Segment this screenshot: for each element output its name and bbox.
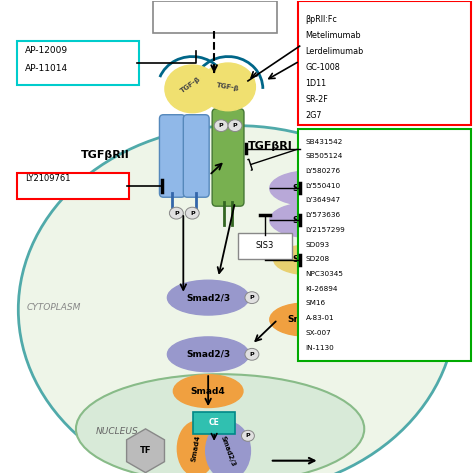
Ellipse shape: [245, 292, 259, 303]
Ellipse shape: [201, 63, 255, 111]
FancyBboxPatch shape: [298, 128, 471, 361]
Text: CE: CE: [209, 419, 219, 428]
Text: AP-11014: AP-11014: [25, 64, 68, 73]
Text: A-83-01: A-83-01: [306, 315, 334, 321]
Text: SB431542: SB431542: [306, 138, 343, 145]
Text: SIS3: SIS3: [255, 241, 274, 250]
Text: P: P: [174, 210, 179, 216]
Text: Smad2/3: Smad2/3: [219, 435, 237, 467]
Text: P: P: [250, 295, 254, 300]
Ellipse shape: [167, 337, 249, 372]
Ellipse shape: [18, 126, 456, 474]
Text: LY2109761: LY2109761: [25, 174, 71, 183]
Text: LY580276: LY580276: [306, 168, 341, 174]
FancyBboxPatch shape: [159, 115, 185, 197]
Ellipse shape: [76, 374, 364, 474]
Ellipse shape: [270, 171, 349, 206]
Text: Smad7: Smad7: [292, 255, 327, 264]
Ellipse shape: [241, 430, 255, 441]
Text: LY573636: LY573636: [306, 212, 341, 218]
Text: P: P: [190, 210, 194, 216]
Text: Smad4: Smad4: [287, 315, 322, 324]
Text: TF: TF: [140, 446, 151, 455]
Ellipse shape: [270, 303, 339, 336]
Text: P: P: [233, 123, 237, 128]
Text: Metelimumab: Metelimumab: [306, 31, 361, 40]
Ellipse shape: [274, 245, 346, 275]
Ellipse shape: [214, 120, 228, 132]
Text: TGFβRI: TGFβRI: [248, 140, 292, 151]
Ellipse shape: [173, 374, 243, 408]
Ellipse shape: [177, 421, 215, 474]
Text: Smad2: Smad2: [292, 184, 327, 193]
Text: SX-007: SX-007: [306, 330, 331, 336]
Text: SM16: SM16: [306, 301, 326, 306]
Text: Smad2/3: Smad2/3: [186, 350, 230, 359]
Ellipse shape: [245, 348, 259, 360]
Text: LY2157299: LY2157299: [306, 227, 346, 233]
Text: SR-2F: SR-2F: [306, 95, 328, 104]
Text: 1D11: 1D11: [306, 79, 327, 88]
Text: IN-1130: IN-1130: [306, 345, 334, 351]
Text: Ki-26894: Ki-26894: [306, 286, 338, 292]
Ellipse shape: [169, 207, 183, 219]
FancyBboxPatch shape: [17, 41, 138, 85]
Ellipse shape: [167, 280, 249, 315]
Text: NUCLEUS: NUCLEUS: [96, 427, 138, 436]
Text: LY364947: LY364947: [306, 198, 341, 203]
Ellipse shape: [228, 120, 242, 132]
FancyBboxPatch shape: [212, 109, 244, 206]
Ellipse shape: [270, 203, 349, 237]
Text: TGF-β: TGF-β: [179, 75, 202, 94]
Text: TGF-β: TGF-β: [216, 82, 240, 92]
Text: Smad3: Smad3: [292, 216, 327, 225]
Text: SB505124: SB505124: [306, 153, 343, 159]
Text: Smad4: Smad4: [191, 387, 226, 396]
Text: Lerdelimumab: Lerdelimumab: [306, 47, 364, 56]
Text: P: P: [246, 433, 250, 438]
FancyBboxPatch shape: [183, 115, 209, 197]
Text: GC-1008: GC-1008: [306, 63, 340, 72]
FancyBboxPatch shape: [193, 412, 235, 434]
Text: P: P: [250, 352, 254, 357]
Text: SD093: SD093: [306, 242, 330, 247]
Text: LY550410: LY550410: [306, 182, 341, 189]
Text: P: P: [219, 123, 223, 128]
Text: SD208: SD208: [306, 256, 330, 262]
FancyBboxPatch shape: [298, 1, 471, 125]
Text: βpRII:Fc: βpRII:Fc: [306, 15, 337, 24]
Ellipse shape: [165, 65, 219, 113]
Text: NPC30345: NPC30345: [306, 271, 344, 277]
Text: CYTOPLASM: CYTOPLASM: [26, 302, 81, 311]
Ellipse shape: [185, 207, 199, 219]
Text: 2G7: 2G7: [306, 111, 322, 120]
FancyBboxPatch shape: [154, 1, 277, 33]
FancyBboxPatch shape: [17, 173, 128, 199]
Text: AP-12009: AP-12009: [25, 46, 68, 55]
FancyBboxPatch shape: [238, 233, 292, 259]
Text: Smad4: Smad4: [191, 435, 201, 463]
Text: TGFβRII: TGFβRII: [81, 150, 130, 161]
Ellipse shape: [206, 422, 250, 474]
Text: Smad2/3: Smad2/3: [186, 293, 230, 302]
